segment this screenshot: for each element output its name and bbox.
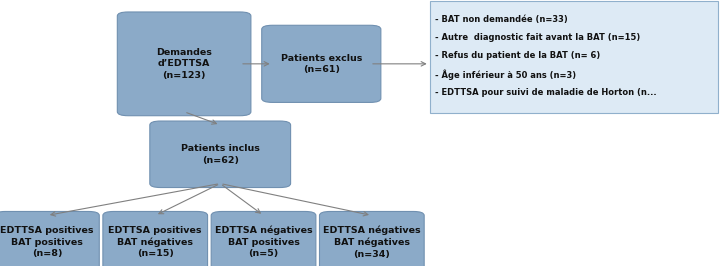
Text: EDTTSA positives
BAT positives
(n=8): EDTTSA positives BAT positives (n=8) bbox=[0, 226, 94, 258]
Text: Demandes
d’EDTTSA
(n=123): Demandes d’EDTTSA (n=123) bbox=[156, 48, 212, 80]
FancyBboxPatch shape bbox=[261, 25, 381, 102]
FancyBboxPatch shape bbox=[0, 211, 100, 266]
Text: EDTTSA positives
BAT négatives
(n=15): EDTTSA positives BAT négatives (n=15) bbox=[108, 226, 202, 258]
FancyBboxPatch shape bbox=[319, 211, 425, 266]
FancyBboxPatch shape bbox=[430, 1, 718, 113]
FancyBboxPatch shape bbox=[117, 12, 251, 116]
Text: - Autre  diagnostic fait avant la BAT (n=15): - Autre diagnostic fait avant la BAT (n=… bbox=[435, 33, 640, 42]
Text: EDTTSA négatives
BAT négatives
(n=34): EDTTSA négatives BAT négatives (n=34) bbox=[323, 226, 421, 259]
Text: Patients exclus
(n=61): Patients exclus (n=61) bbox=[281, 54, 362, 74]
Text: - BAT non demandée (n=33): - BAT non demandée (n=33) bbox=[435, 15, 568, 24]
FancyBboxPatch shape bbox=[211, 211, 316, 266]
Text: EDTTSA négatives
BAT positives
(n=5): EDTTSA négatives BAT positives (n=5) bbox=[214, 226, 313, 258]
FancyBboxPatch shape bbox=[149, 121, 290, 188]
Text: - Âge inférieur à 50 ans (n=3): - Âge inférieur à 50 ans (n=3) bbox=[435, 70, 576, 80]
FancyBboxPatch shape bbox=[103, 211, 208, 266]
Text: - EDTTSA pour suivi de maladie de Horton (n...: - EDTTSA pour suivi de maladie de Horton… bbox=[435, 88, 657, 97]
Text: - Refus du patient de la BAT (n= 6): - Refus du patient de la BAT (n= 6) bbox=[435, 51, 601, 60]
Text: Patients inclus
(n=62): Patients inclus (n=62) bbox=[180, 144, 260, 164]
